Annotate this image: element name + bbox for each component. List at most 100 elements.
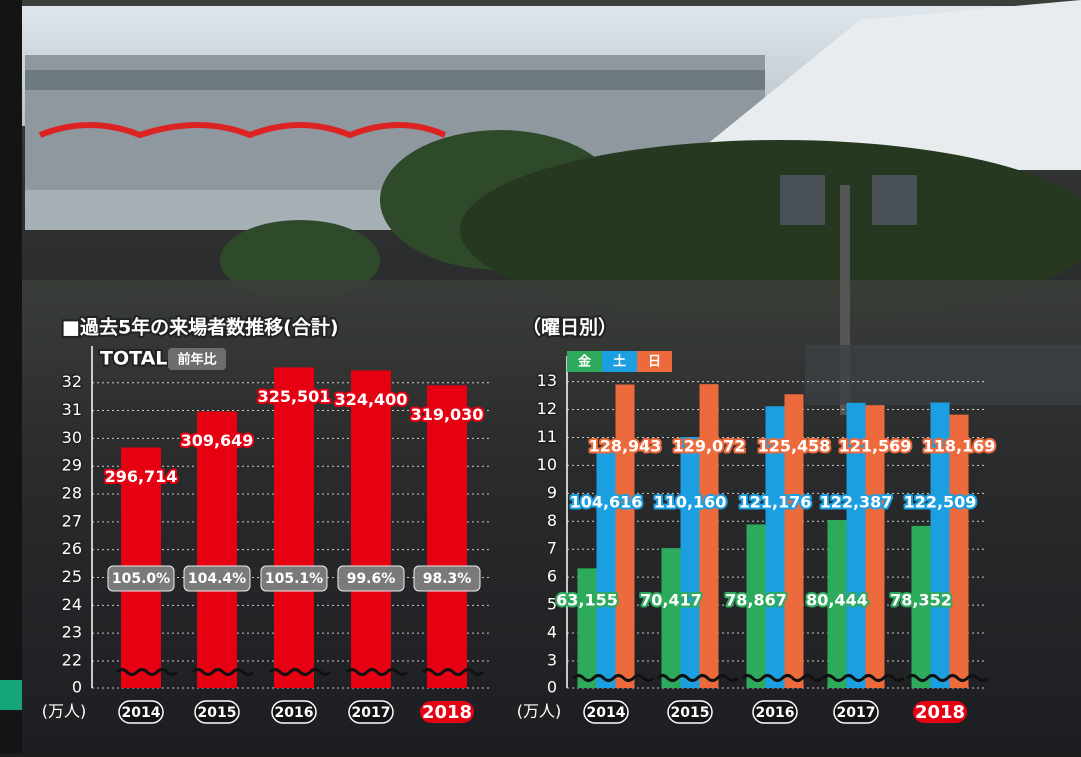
year-pill <box>420 701 474 723</box>
y-tick-label: 12 <box>537 399 557 418</box>
x-tick-label: 2016 <box>756 705 795 721</box>
bar <box>577 568 597 688</box>
value-label: 104,616 <box>570 493 643 512</box>
bar <box>680 437 700 688</box>
y-tick-label: 0 <box>547 678 557 697</box>
y-tick-label: 5 <box>547 595 557 614</box>
x-tick-label: 2017 <box>837 705 876 721</box>
axis-break <box>421 668 485 676</box>
value-label: 122,509 <box>904 493 977 512</box>
axis-break <box>115 668 179 676</box>
y-tick-label: 25 <box>62 567 82 586</box>
value-label: 80,444 <box>806 591 868 610</box>
axis-break <box>191 668 255 676</box>
bar <box>949 414 969 688</box>
ratio-badge <box>183 565 251 592</box>
bar <box>615 384 635 688</box>
ratio-badge <box>413 565 481 592</box>
year-pill <box>913 701 967 723</box>
bar <box>274 367 314 688</box>
axis-break <box>906 674 989 682</box>
value-label: 121,176 <box>739 493 812 512</box>
legend-label: 土 <box>613 354 626 370</box>
bar <box>661 548 681 688</box>
ratio-label: 105.0% <box>112 571 170 587</box>
y-tick-label: 26 <box>62 539 82 558</box>
year-pill <box>348 700 394 724</box>
y-tick-label: 28 <box>62 484 82 503</box>
legend-swatch <box>567 351 602 372</box>
value-label: 309,649 <box>181 431 254 450</box>
value-label: 121,569 <box>839 437 912 456</box>
y-tick-label: 29 <box>62 456 82 475</box>
value-label: 296,714 <box>105 467 178 486</box>
value-label: 128,943 <box>589 437 662 456</box>
x-tick-label: 2015 <box>198 705 237 721</box>
value-label: 125,458 <box>758 437 831 456</box>
legend-label: 金 <box>578 354 592 370</box>
y-tick-label: 13 <box>537 371 557 390</box>
year-pill <box>583 700 629 724</box>
y-tick-label: 3 <box>547 651 557 670</box>
value-label: 324,400 <box>335 390 408 409</box>
y-tick-label: 0 <box>72 678 82 697</box>
ratio-badge <box>337 565 405 592</box>
bar <box>930 402 950 688</box>
bar <box>197 411 237 688</box>
bar <box>784 394 804 688</box>
axis-break <box>572 674 655 682</box>
y-tick-label: 10 <box>537 455 557 474</box>
y-tick-label: 23 <box>62 623 82 642</box>
ratio-label: 98.3% <box>423 571 472 587</box>
bar <box>699 384 719 688</box>
year-pill <box>833 700 879 724</box>
bar <box>846 402 866 688</box>
value-label: 129,072 <box>673 437 746 456</box>
ratio-badge <box>260 565 328 592</box>
bar <box>427 385 467 688</box>
y-unit: (万人) <box>42 702 87 721</box>
axis-break <box>741 674 824 682</box>
axis-break <box>822 674 905 682</box>
x-tick-label: 2014 <box>122 705 161 721</box>
y-tick-label: 6 <box>547 567 557 586</box>
year-pill <box>271 700 317 724</box>
y-tick-label: 7 <box>547 539 557 558</box>
axis-break <box>656 674 739 682</box>
value-label: 78,352 <box>890 591 952 610</box>
x-tick-label: 2017 <box>352 705 391 721</box>
year-pill <box>118 700 164 724</box>
x-tick-label: 2018 <box>422 702 472 723</box>
ratio-label: 105.1% <box>265 571 323 587</box>
y-tick-label: 22 <box>62 651 82 670</box>
ratio-label: 99.6% <box>347 571 396 587</box>
x-tick-label: 2018 <box>915 702 965 723</box>
x-tick-label: 2015 <box>671 705 710 721</box>
value-label: 319,030 <box>411 405 484 424</box>
ratio-badge <box>107 565 175 592</box>
value-label: 325,501 <box>258 387 331 406</box>
y-tick-label: 8 <box>547 511 557 530</box>
value-label: 110,160 <box>654 493 727 512</box>
x-tick-label: 2016 <box>275 705 314 721</box>
axis-break <box>345 668 409 676</box>
ratio-header: 前年比 <box>177 352 216 368</box>
chart-title: ■過去5年の来場者数推移(合計) <box>62 316 339 339</box>
year-pill <box>194 700 240 724</box>
value-label: 118,169 <box>923 437 996 456</box>
y-tick-label: 9 <box>547 483 557 502</box>
axis-break <box>268 668 332 676</box>
y-unit: (万人) <box>517 702 562 721</box>
y-tick-label: 30 <box>62 428 82 447</box>
legend-label: 日 <box>648 355 661 370</box>
y-tick-label: 27 <box>62 511 82 530</box>
bar <box>827 520 847 688</box>
y-tick-label: 11 <box>537 427 557 446</box>
legend-swatch <box>637 351 672 372</box>
y-tick-label: 31 <box>62 400 82 419</box>
chart-subtitle: TOTAL <box>100 348 167 370</box>
chart-title: （曜日別） <box>522 316 617 339</box>
value-label: 78,867 <box>725 591 787 610</box>
